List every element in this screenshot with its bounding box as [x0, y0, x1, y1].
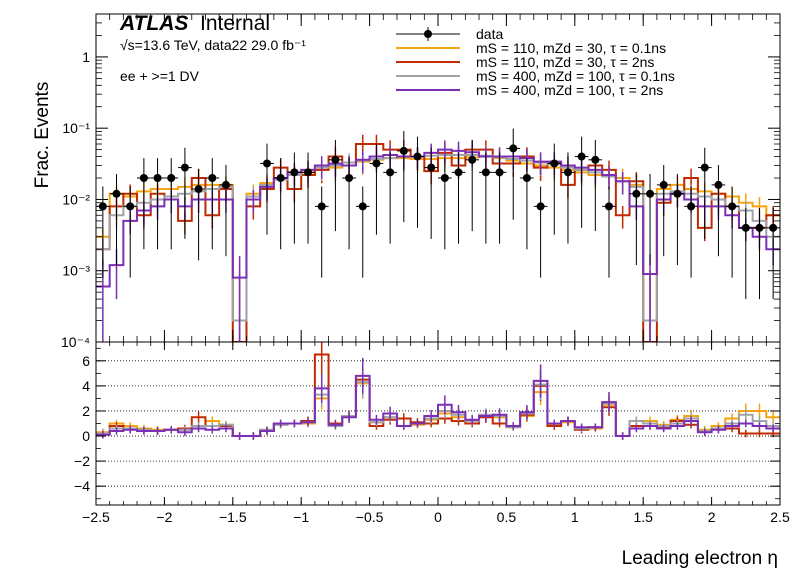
data-point	[509, 144, 518, 153]
y-tick-label: 10⁻¹	[62, 120, 90, 136]
ratio-y-tick-label: −2	[74, 453, 90, 469]
legend-label-0: mS = 110, mZd = 30, τ = 0.1ns	[476, 40, 666, 56]
data-point	[194, 185, 203, 194]
data-point	[263, 159, 271, 168]
data-point	[659, 180, 668, 189]
y-tick-label: 10⁻⁴	[61, 334, 90, 350]
data-point	[112, 189, 121, 198]
ratio-y-tick-label: −4	[74, 478, 90, 494]
data-point	[153, 174, 162, 182]
data-point	[208, 174, 217, 182]
ratio-y-tick-label: 2	[82, 403, 90, 419]
data-point	[386, 168, 395, 177]
energy-lumi-label: √s=13.6 TeV, data22 29.0 fb⁻¹	[120, 37, 306, 53]
data-point	[577, 152, 586, 161]
x-tick-label: 2	[708, 509, 716, 525]
data-point	[700, 163, 709, 172]
x-tick-label: −1	[293, 509, 309, 525]
x-tick-label: −2.5	[82, 509, 110, 525]
atlas-label: ATLAS	[119, 12, 188, 35]
data-point	[591, 155, 600, 164]
y-tick-label: 10⁻³	[62, 263, 90, 279]
data-point	[550, 159, 559, 168]
y-axis-title: Frac. Events	[32, 82, 53, 189]
data-point	[372, 159, 381, 168]
data-point	[755, 223, 764, 232]
data-point	[345, 174, 354, 182]
main-plot-panel	[95, 13, 781, 343]
data-point	[522, 174, 531, 182]
data-point	[180, 163, 189, 172]
data-point	[632, 189, 641, 198]
x-tick-label: 0.5	[497, 509, 517, 525]
data-point	[673, 189, 682, 198]
ratio-y-tick-label: 0	[82, 428, 90, 444]
data-point	[563, 168, 572, 177]
data-point	[468, 155, 477, 164]
signal-histogram-3	[96, 148, 780, 288]
y-tick-label: 10⁻²	[62, 191, 90, 207]
data-point	[399, 146, 408, 155]
y-tick-label: 1	[82, 49, 90, 65]
legend-label-3: mS = 400, mZd = 100, τ = 2ns	[476, 82, 663, 98]
data-point	[98, 202, 107, 211]
ratio-plot-area	[96, 342, 780, 487]
legend-label-1: mS = 110, mZd = 30, τ = 2ns	[476, 54, 654, 70]
data-point	[139, 174, 148, 182]
data-point	[304, 168, 313, 177]
ratio-y-tick-label: 6	[82, 353, 90, 369]
x-tick-label: −1.5	[219, 509, 247, 525]
signal-histogram-1	[96, 142, 780, 342]
data-point	[605, 202, 613, 211]
data-point	[167, 174, 176, 182]
data-point	[358, 202, 367, 211]
data-point	[646, 189, 655, 198]
x-tick-label: 1.5	[633, 509, 653, 525]
data-point	[769, 223, 778, 232]
data-point	[427, 163, 436, 172]
data-point	[331, 155, 340, 164]
data-point	[440, 174, 449, 182]
atlas-status-label: Internal	[200, 12, 270, 35]
data-point	[126, 202, 135, 211]
data-point	[221, 180, 230, 189]
data-point	[317, 202, 326, 211]
data-point	[687, 202, 696, 211]
top-plot-area	[96, 128, 780, 342]
x-tick-label: 2.5	[770, 509, 790, 525]
x-tick-label: 1	[571, 509, 579, 525]
data-point	[290, 168, 299, 177]
data-point	[495, 168, 504, 177]
data-point	[481, 168, 490, 177]
data-point	[413, 152, 422, 161]
legend-label-data: data	[476, 26, 503, 42]
x-axis-title: Leading electron η	[622, 548, 778, 569]
ratio-y-tick-label: 4	[82, 378, 90, 394]
data-point	[714, 180, 723, 189]
data-point	[741, 223, 750, 232]
data-point	[536, 202, 545, 211]
data-point	[728, 202, 737, 211]
x-tick-label: 0	[434, 509, 442, 525]
data-point	[276, 174, 285, 182]
selection-label: ee + >=1 DV	[120, 68, 200, 84]
legend-label-2: mS = 400, mZd = 100, τ = 0.1ns	[476, 68, 675, 84]
x-tick-label: −2	[156, 509, 172, 525]
x-tick-label: −0.5	[356, 509, 384, 525]
ratio-plot-panel	[95, 341, 781, 506]
data-point	[454, 168, 463, 177]
